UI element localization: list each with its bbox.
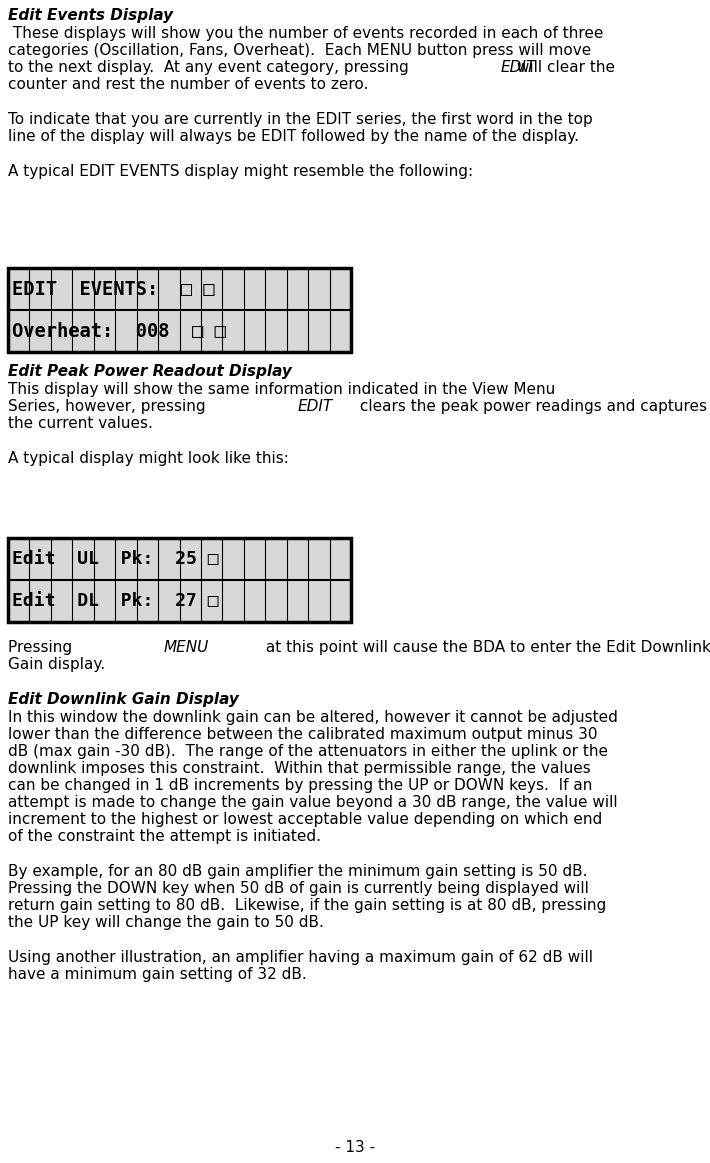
Text: Gain display.: Gain display. (8, 657, 105, 672)
Text: Edit  UL  Pk:  25 □: Edit UL Pk: 25 □ (12, 550, 219, 568)
Text: line of the display will always be EDIT followed by the name of the display.: line of the display will always be EDIT … (8, 129, 579, 144)
Text: These displays will show you the number of events recorded in each of three: These displays will show you the number … (8, 26, 603, 41)
Text: Edit Peak Power Readout Display: Edit Peak Power Readout Display (8, 364, 292, 379)
Text: This display will show the same information indicated in the View Menu: This display will show the same informat… (8, 381, 555, 397)
Text: the UP key will change the gain to 50 dB.: the UP key will change the gain to 50 dB… (8, 915, 324, 930)
Text: lower than the difference between the calibrated maximum output minus 30: lower than the difference between the ca… (8, 727, 598, 742)
Text: To indicate that you are currently in the EDIT series, the first word in the top: To indicate that you are currently in th… (8, 112, 593, 127)
Text: Edit Events Display: Edit Events Display (8, 8, 173, 23)
Text: A typical display might look like this:: A typical display might look like this: (8, 451, 289, 466)
Text: MENU: MENU (164, 640, 209, 655)
Text: Series, however, pressing: Series, however, pressing (8, 399, 210, 414)
Text: downlink imposes this constraint.  Within that permissible range, the values: downlink imposes this constraint. Within… (8, 761, 591, 776)
Text: increment to the highest or lowest acceptable value depending on which end: increment to the highest or lowest accep… (8, 812, 602, 827)
Text: - 13 -: - 13 - (335, 1140, 375, 1155)
Bar (8, 538, 351, 622)
Text: will clear the: will clear the (512, 60, 615, 74)
Text: can be changed in 1 dB increments by pressing the UP or DOWN keys.  If an: can be changed in 1 dB increments by pre… (8, 778, 592, 793)
Text: By example, for an 80 dB gain amplifier the minimum gain setting is 50 dB.: By example, for an 80 dB gain amplifier … (8, 864, 587, 879)
Text: return gain setting to 80 dB.  Likewise, if the gain setting is at 80 dB, pressi: return gain setting to 80 dB. Likewise, … (8, 898, 606, 913)
Text: categories (Oscillation, Fans, Overheat).  Each MENU button press will move: categories (Oscillation, Fans, Overheat)… (8, 43, 591, 58)
Text: Edit Downlink Gain Display: Edit Downlink Gain Display (8, 692, 239, 707)
Text: A typical EDIT EVENTS display might resemble the following:: A typical EDIT EVENTS display might rese… (8, 164, 473, 179)
Text: EDIT  EVENTS:  □ □: EDIT EVENTS: □ □ (12, 279, 214, 299)
Text: dB (max gain -30 dB).  The range of the attenuators in either the uplink or the: dB (max gain -30 dB). The range of the a… (8, 744, 608, 759)
Text: Pressing: Pressing (8, 640, 77, 655)
Text: the current values.: the current values. (8, 416, 153, 431)
Text: In this window the downlink gain can be altered, however it cannot be adjusted: In this window the downlink gain can be … (8, 709, 618, 725)
Text: have a minimum gain setting of 32 dB.: have a minimum gain setting of 32 dB. (8, 966, 307, 982)
Text: attempt is made to change the gain value beyond a 30 dB range, the value will: attempt is made to change the gain value… (8, 795, 618, 809)
Text: Edit  DL  Pk:  27 □: Edit DL Pk: 27 □ (12, 592, 219, 611)
Text: EDIT: EDIT (297, 399, 333, 414)
Text: Using another illustration, an amplifier having a maximum gain of 62 dB will: Using another illustration, an amplifier… (8, 950, 593, 965)
Text: to the next display.  At any event category, pressing: to the next display. At any event catego… (8, 60, 414, 74)
Text: Overheat:  008  □ □: Overheat: 008 □ □ (12, 321, 226, 341)
Text: EDIT: EDIT (501, 60, 536, 74)
Text: Pressing the DOWN key when 50 dB of gain is currently being displayed will: Pressing the DOWN key when 50 dB of gain… (8, 882, 589, 896)
Text: counter and rest the number of events to zero.: counter and rest the number of events to… (8, 77, 368, 92)
Text: at this point will cause the BDA to enter the Edit Downlink: at this point will cause the BDA to ente… (261, 640, 710, 655)
Text: of the constraint the attempt is initiated.: of the constraint the attempt is initiat… (8, 829, 321, 844)
Text: clears the peak power readings and captures: clears the peak power readings and captu… (354, 399, 706, 414)
Bar (8, 267, 351, 352)
